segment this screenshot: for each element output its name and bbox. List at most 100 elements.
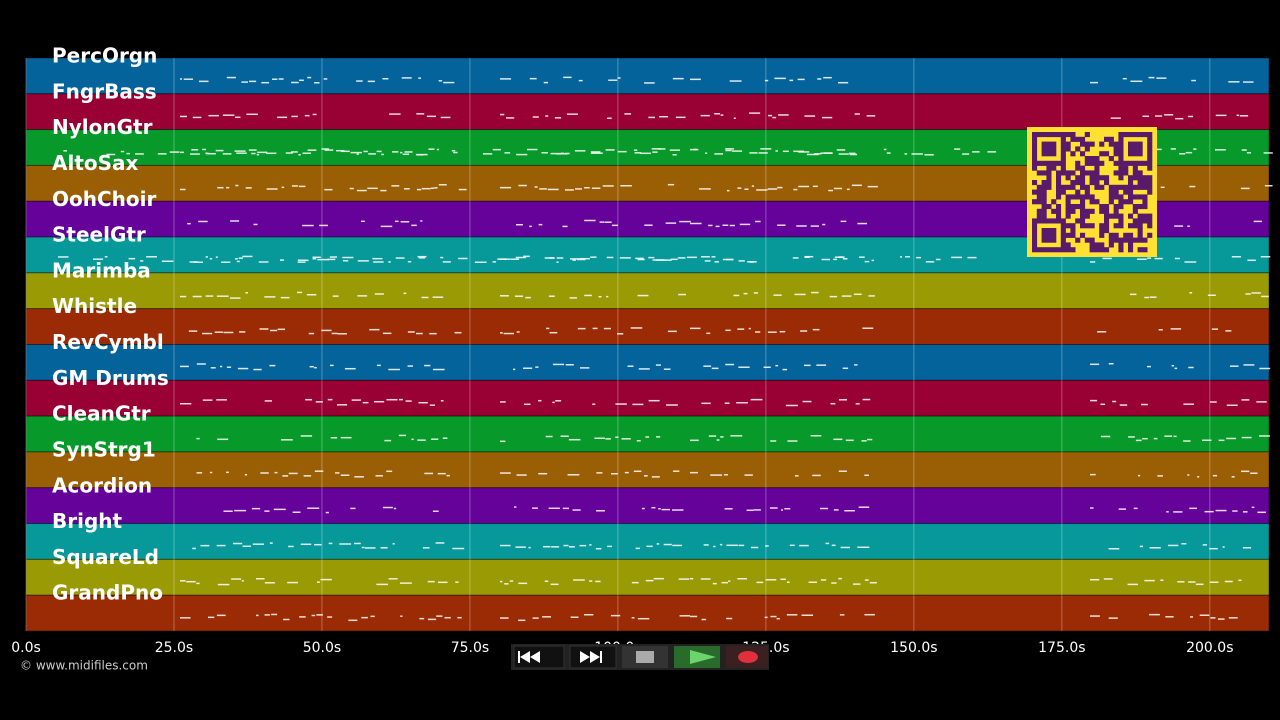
note <box>1164 114 1174 116</box>
note <box>634 152 642 154</box>
qr-cell <box>1094 175 1100 181</box>
note <box>444 616 451 619</box>
record-button[interactable] <box>726 646 768 668</box>
qr-cell <box>1075 189 1081 195</box>
note <box>106 153 116 156</box>
note <box>544 580 549 583</box>
qr-cell <box>1051 232 1057 238</box>
note <box>737 187 742 189</box>
note <box>252 543 264 545</box>
note <box>515 256 527 259</box>
note <box>825 542 830 545</box>
note <box>1173 435 1177 438</box>
note <box>675 116 686 119</box>
note <box>1166 511 1169 513</box>
note <box>866 115 876 117</box>
qr-cell <box>1056 132 1062 138</box>
transport-controls <box>511 644 769 670</box>
qr-cell <box>1118 213 1124 219</box>
note <box>280 439 293 441</box>
track-name: CleanGtr <box>52 402 151 426</box>
note <box>202 148 207 151</box>
note <box>1185 151 1193 154</box>
note <box>529 77 537 80</box>
note <box>509 580 514 582</box>
note <box>376 583 388 586</box>
qr-cell <box>1118 218 1124 224</box>
note <box>400 615 403 617</box>
note <box>816 364 827 366</box>
qr-cell <box>1089 156 1095 162</box>
track-name: SteelGtr <box>52 223 146 247</box>
play-button[interactable] <box>674 646 720 668</box>
qr-cell <box>1080 165 1086 171</box>
qr-cell <box>1099 242 1105 248</box>
note <box>604 221 612 223</box>
note <box>851 184 862 187</box>
note <box>314 543 322 546</box>
note <box>432 510 439 513</box>
note <box>241 580 244 582</box>
note <box>794 293 806 296</box>
qr-cell <box>1080 194 1086 200</box>
note <box>216 614 226 617</box>
forward-button[interactable] <box>569 645 617 669</box>
note <box>215 149 224 152</box>
qr-cell <box>1094 160 1100 166</box>
qr-cell <box>1142 199 1148 205</box>
note <box>327 616 333 618</box>
note <box>258 261 269 263</box>
qr-cell <box>1142 180 1148 186</box>
note <box>306 259 309 262</box>
note <box>278 78 284 80</box>
note <box>251 152 256 155</box>
note <box>567 474 580 476</box>
note <box>518 619 526 622</box>
note <box>342 256 354 259</box>
note <box>765 579 777 581</box>
note <box>506 117 515 119</box>
note <box>198 220 208 223</box>
note <box>1156 148 1162 151</box>
note <box>577 258 586 261</box>
qr-cell <box>1147 132 1153 138</box>
qr-cell <box>1060 247 1066 253</box>
note <box>605 149 615 151</box>
stop-button[interactable] <box>622 646 668 668</box>
note <box>248 149 257 151</box>
note <box>407 331 415 333</box>
note <box>726 617 733 620</box>
note <box>828 189 833 192</box>
note <box>1243 81 1254 83</box>
note <box>672 470 680 472</box>
note <box>307 149 317 151</box>
note <box>219 365 223 368</box>
note <box>786 614 798 616</box>
note <box>209 257 213 260</box>
rewind-button[interactable] <box>513 645 565 669</box>
note <box>1256 401 1267 403</box>
note <box>350 151 362 154</box>
note <box>846 188 850 191</box>
qr-cell <box>1070 132 1076 138</box>
note <box>216 399 227 401</box>
note <box>572 509 581 511</box>
qr-cell <box>1118 242 1124 248</box>
note <box>1239 115 1249 117</box>
qr-cell <box>1056 247 1062 253</box>
qr-cell <box>1137 160 1143 166</box>
note <box>1224 580 1233 583</box>
track-row <box>25 57 1270 95</box>
note <box>140 260 144 262</box>
note <box>272 78 278 80</box>
note <box>323 78 328 80</box>
note <box>772 116 777 119</box>
note <box>854 113 860 115</box>
note <box>672 509 684 511</box>
note <box>532 116 539 118</box>
note <box>186 580 196 583</box>
note <box>299 185 306 188</box>
note <box>251 507 261 510</box>
note <box>714 153 724 155</box>
note <box>415 153 428 156</box>
